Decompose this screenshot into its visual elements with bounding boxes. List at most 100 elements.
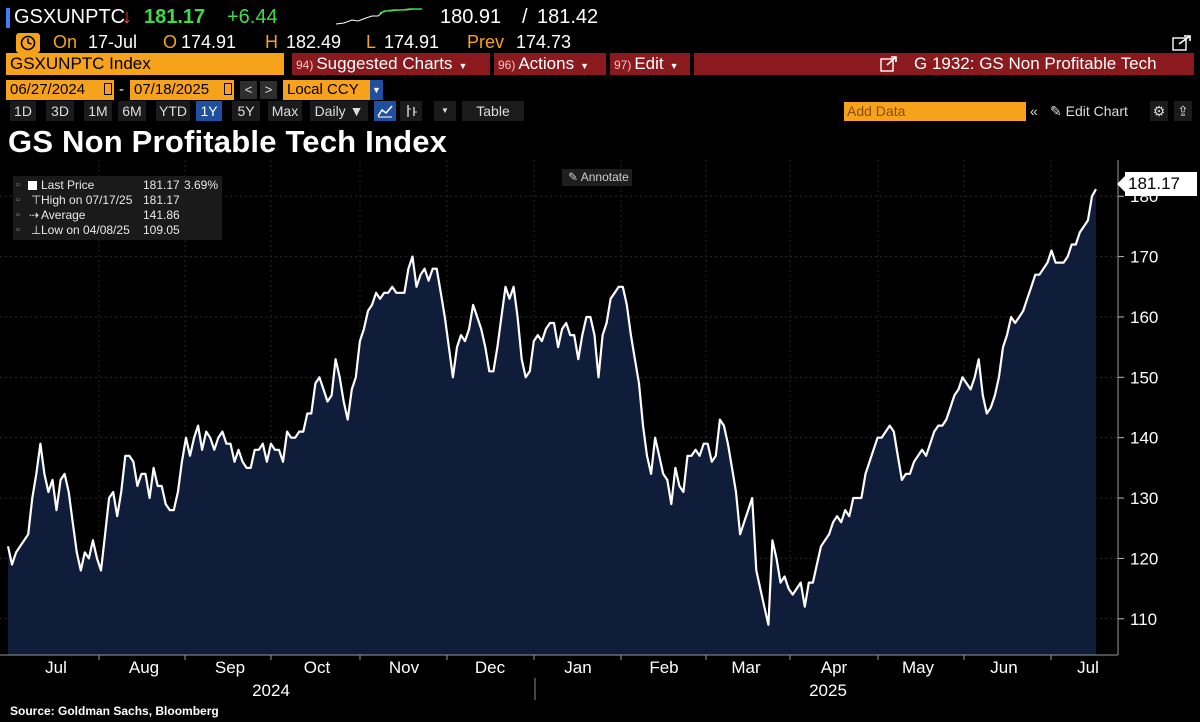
settings-icon[interactable]: ⚙ xyxy=(1150,101,1168,121)
x-tick-label: Jan xyxy=(564,658,591,677)
open-label: O xyxy=(163,32,178,52)
security-bar: GSXUNPTC Index 94) Suggested Charts ▼ 96) A… xyxy=(0,53,1200,75)
pencil-icon: ✎ xyxy=(568,170,581,184)
price-line xyxy=(6,188,1097,626)
clock-icon xyxy=(16,33,40,53)
bar-chart-icon[interactable] xyxy=(400,101,422,121)
range-ytd[interactable]: YTD xyxy=(156,101,190,121)
quote-date: 17-Jul xyxy=(88,32,138,52)
edit-num: 97) xyxy=(614,58,632,72)
date-range-dash: - xyxy=(119,81,124,98)
function-title: G 1932: GS Non Profitable Tech xyxy=(914,54,1157,73)
sparkline xyxy=(336,8,422,25)
y-tick-label: 120 xyxy=(1130,549,1158,568)
edit-chart-button[interactable]: ✎ Edit Chart xyxy=(1050,103,1128,119)
actions-button[interactable]: 96) Actions ▼ xyxy=(494,53,606,75)
x-tick-label: May xyxy=(902,658,935,677)
legend-avg-label: Average xyxy=(41,208,86,222)
chart-title: GS Non Profitable Tech Index xyxy=(8,124,448,159)
legend-row-average[interactable]: ▫ ⇢ Average 141.86 xyxy=(13,208,222,223)
range-row: 1D 3D 1M 6M YTD 1Y 5Y Max Daily ▼ ▼ Tabl… xyxy=(0,101,1200,121)
currency-select[interactable]: Local CCY xyxy=(283,80,383,100)
y-tick-label: 130 xyxy=(1130,489,1158,508)
prev-period-button[interactable]: < xyxy=(240,81,257,99)
bid-ask-separator: / xyxy=(522,6,528,28)
year-label: 2024 xyxy=(252,681,290,700)
range-max[interactable]: Max xyxy=(268,101,302,121)
legend-last-pct: 3.69% xyxy=(184,178,219,192)
range-1d[interactable]: 1D xyxy=(10,101,36,121)
bid-price: 180.91 xyxy=(440,6,502,28)
price-area-fill xyxy=(8,189,1096,655)
suggested-charts-num: 94) xyxy=(296,58,314,72)
legend-row-high[interactable]: ▫ ⊤ High on 07/17/25 181.17 xyxy=(13,193,222,208)
x-tick-label: Sep xyxy=(215,658,245,677)
calendar-icon[interactable] xyxy=(224,83,232,95)
export-icon[interactable] xyxy=(1172,35,1192,52)
legend-swatch xyxy=(28,181,37,190)
x-tick-label: Apr xyxy=(821,658,848,677)
legend-toggle-icon[interactable]: ▫ xyxy=(16,179,20,191)
range-3d[interactable]: 3D xyxy=(46,101,74,121)
y-tick-label: 160 xyxy=(1130,308,1158,327)
actions-num: 96) xyxy=(498,58,516,72)
add-data-input[interactable]: Add Data xyxy=(844,102,1026,121)
legend-toggle-icon[interactable]: ▫ xyxy=(16,194,20,206)
low-value: 174.91 xyxy=(384,32,440,52)
export-icon[interactable]: ⇪ xyxy=(1174,101,1192,121)
year-label: 2025 xyxy=(809,681,847,700)
legend-row-last[interactable]: ▫ Last Price 181.17 3.69% xyxy=(13,178,222,193)
edit-button[interactable]: 97) Edit ▼ xyxy=(610,53,690,75)
legend-toggle-icon[interactable]: ▫ xyxy=(16,209,20,221)
security-marker xyxy=(6,8,10,28)
ohlc-row: On 17-Jul O 174.91 H 182.49 L 174.91 Pre… xyxy=(0,32,1200,54)
x-tick-label: Oct xyxy=(304,658,331,677)
legend-last-label: Last Price xyxy=(41,178,95,192)
prev-label: Prev xyxy=(467,32,505,52)
y-tick-label: 110 xyxy=(1130,610,1157,629)
x-axis-ticks: Jul Aug Sep Oct Nov Dec Jan Feb Mar Apr May Jun Jul 2… xyxy=(0,654,1118,700)
x-tick-label: Feb xyxy=(649,658,678,677)
range-5y[interactable]: 5Y xyxy=(232,101,260,121)
legend-row-low[interactable]: ▫ ⊥ Low on 04/08/25 109.05 xyxy=(13,223,222,238)
x-tick-label: Jul xyxy=(1077,658,1099,677)
x-tick-label: Jul xyxy=(45,658,67,677)
calendar-icon[interactable] xyxy=(104,83,112,95)
line-chart-icon[interactable] xyxy=(374,101,396,121)
x-tick-label: Jun xyxy=(990,658,1017,677)
price-change: +6.44 xyxy=(227,6,278,28)
function-title-bar xyxy=(694,53,1194,75)
y-tick-label: 150 xyxy=(1130,368,1158,387)
x-tick-label: Aug xyxy=(129,658,159,677)
range-1y[interactable]: 1Y xyxy=(196,101,222,121)
launch-icon[interactable] xyxy=(880,56,898,72)
y-tick-label: 170 xyxy=(1130,248,1158,267)
chart-type-dropdown-icon[interactable]: ▼ xyxy=(434,101,456,121)
start-date-field[interactable]: 06/27/2024 xyxy=(6,80,114,100)
annotate-button[interactable]: ✎ Annotate xyxy=(562,169,632,186)
high-label: H xyxy=(265,32,278,52)
range-1m[interactable]: 1M xyxy=(84,101,112,121)
next-period-button[interactable]: > xyxy=(260,81,277,99)
actions-label: Actions xyxy=(518,54,575,73)
on-label: On xyxy=(53,32,78,52)
legend-low-value: 109.05 xyxy=(143,223,180,237)
prev-value: 174.73 xyxy=(516,32,572,52)
ticker-symbol[interactable]: GSXUNPTC xyxy=(14,6,126,28)
period-select[interactable]: Daily ▼ xyxy=(310,101,368,121)
legend-toggle-icon[interactable]: ▫ xyxy=(16,224,20,236)
collapse-icon[interactable]: « xyxy=(1030,103,1038,119)
security-name-field[interactable]: GSXUNPTC Index xyxy=(6,53,284,75)
high-marker-icon: ⊤ xyxy=(31,193,42,207)
annotate-label: Annotate xyxy=(580,170,629,184)
range-6m[interactable]: 6M xyxy=(118,101,146,121)
source-note: Source: Goldman Sachs, Bloomberg xyxy=(10,704,219,718)
x-tick-label: Mar xyxy=(731,658,761,677)
suggested-charts-button[interactable]: 94) Suggested Charts ▼ xyxy=(292,53,490,75)
chart-legend: ▫ Last Price 181.17 3.69% ▫ ⊤ High on 07… xyxy=(13,176,222,240)
table-button[interactable]: Table xyxy=(462,101,524,121)
chevron-down-icon[interactable]: ▼ xyxy=(370,80,383,100)
end-date-field[interactable]: 07/18/2025 xyxy=(130,80,234,100)
